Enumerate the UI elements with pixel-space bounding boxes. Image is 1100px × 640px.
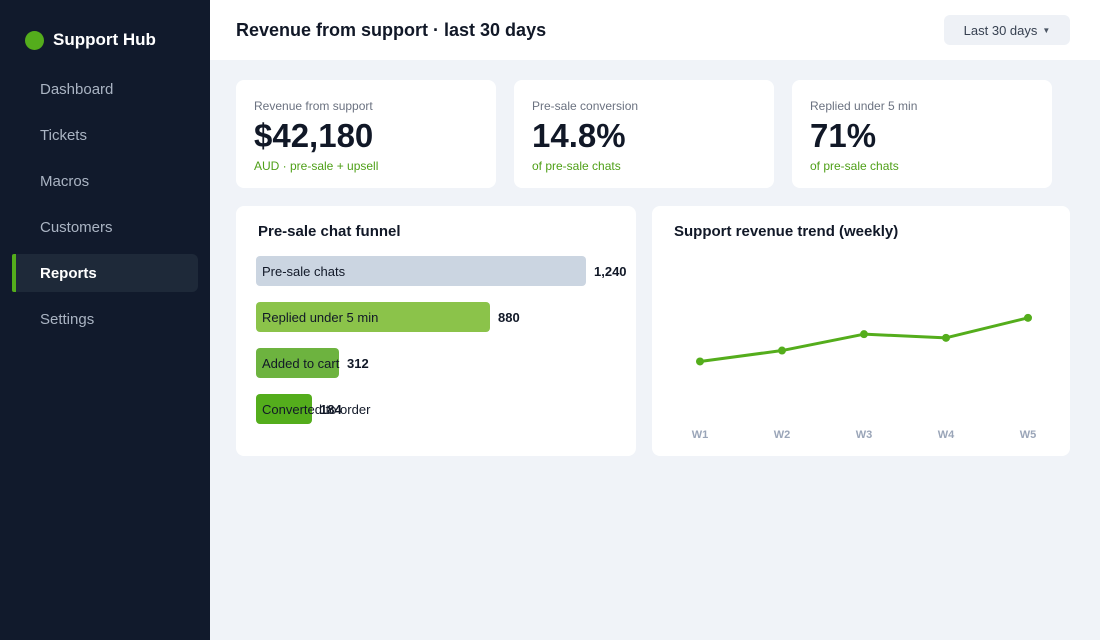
funnel-row: Replied under 5 min 880 bbox=[256, 302, 520, 332]
brand-name: Support Hub bbox=[53, 30, 156, 49]
funnel-bar: Replied under 5 min bbox=[256, 302, 490, 332]
date-range-dropdown[interactable]: Last 30 days ▼ bbox=[944, 15, 1070, 45]
page-title: Revenue from support · last 30 days bbox=[236, 20, 547, 40]
kpi-value: 71% bbox=[810, 117, 877, 154]
sidebar-item-settings[interactable]: Settings bbox=[40, 310, 95, 328]
funnel-panel: Pre-sale chat funnel Pre-sale chats 1,24… bbox=[236, 206, 636, 456]
sidebar-item-macros[interactable]: Macros bbox=[40, 172, 90, 190]
funnel-value: 184 bbox=[320, 401, 342, 417]
sidebar-item-dashboard[interactable]: Dashboard bbox=[40, 80, 114, 98]
kpi-value: $42,180 bbox=[254, 117, 374, 154]
x-tick-label: W4 bbox=[938, 429, 955, 441]
kpi-label: Revenue from support bbox=[254, 99, 373, 113]
funnel-bar: Pre-sale chats bbox=[256, 256, 586, 286]
kpi-label: Pre-sale conversion bbox=[532, 99, 639, 113]
header: Revenue from support · last 30 days Last… bbox=[210, 0, 1100, 60]
trend-point bbox=[696, 357, 704, 366]
trend-point bbox=[942, 333, 950, 342]
funnel-row: Pre-sale chats 1,240 bbox=[256, 256, 627, 286]
sidebar-item-customers[interactable]: Customers bbox=[40, 218, 113, 236]
kpi-label: Replied under 5 min bbox=[810, 99, 918, 113]
trend-title: Support revenue trend (weekly) bbox=[674, 223, 899, 240]
brand[interactable]: Support Hub bbox=[25, 30, 156, 50]
funnel-bar: Converted to order bbox=[256, 394, 370, 424]
funnel-value: 312 bbox=[347, 355, 369, 371]
kpi-value: 14.8% bbox=[532, 117, 626, 154]
trend-point bbox=[1024, 313, 1032, 322]
trend-point bbox=[778, 346, 786, 355]
sidebar-item-tickets[interactable]: Tickets bbox=[40, 126, 87, 144]
funnel-value: 880 bbox=[498, 309, 520, 325]
trend-chart: W1 W2 W3 W4 W5 bbox=[692, 313, 1037, 441]
kpi-subtext: of pre-sale chats bbox=[810, 159, 899, 173]
kpi-card-conversion: Pre-sale conversion 14.8% of pre-sale ch… bbox=[514, 80, 774, 188]
trend-series-line bbox=[699, 316, 1029, 363]
kpi-card-reply-time: Replied under 5 min 71% of pre-sale chat… bbox=[792, 80, 1052, 188]
sidebar: Support Hub Dashboard Tickets Macros Cus… bbox=[0, 0, 210, 640]
x-tick-label: W1 bbox=[692, 429, 709, 441]
sidebar-item-reports[interactable]: Reports bbox=[12, 254, 198, 292]
trend-panel: Support revenue trend (weekly) W1 W2 W3 W4 W… bbox=[652, 206, 1070, 456]
kpi-subtext: AUD · pre-sale + upsell bbox=[254, 159, 379, 173]
funnel-row: Added to cart 312 bbox=[256, 348, 369, 378]
funnel-title: Pre-sale chat funnel bbox=[258, 223, 401, 240]
caret-down-icon: ▼ bbox=[1042, 25, 1051, 35]
x-tick-label: W2 bbox=[774, 429, 791, 441]
trend-point bbox=[860, 330, 868, 339]
x-tick-label: W3 bbox=[856, 429, 873, 441]
sidebar-nav: Dashboard Tickets Macros Customers Repor… bbox=[12, 70, 198, 346]
funnel-bar: Added to cart bbox=[256, 348, 339, 378]
date-range-label: Last 30 days bbox=[963, 22, 1038, 38]
kpi-subtext: of pre-sale chats bbox=[532, 159, 621, 173]
x-tick-label: W5 bbox=[1020, 429, 1037, 441]
funnel-value: 1,240 bbox=[594, 263, 627, 279]
brand-logo-dot-icon bbox=[25, 30, 44, 50]
funnel-row: Converted to order 184 bbox=[256, 394, 370, 424]
kpi-card-revenue: Revenue from support $42,180 AUD · pre-s… bbox=[236, 80, 496, 188]
